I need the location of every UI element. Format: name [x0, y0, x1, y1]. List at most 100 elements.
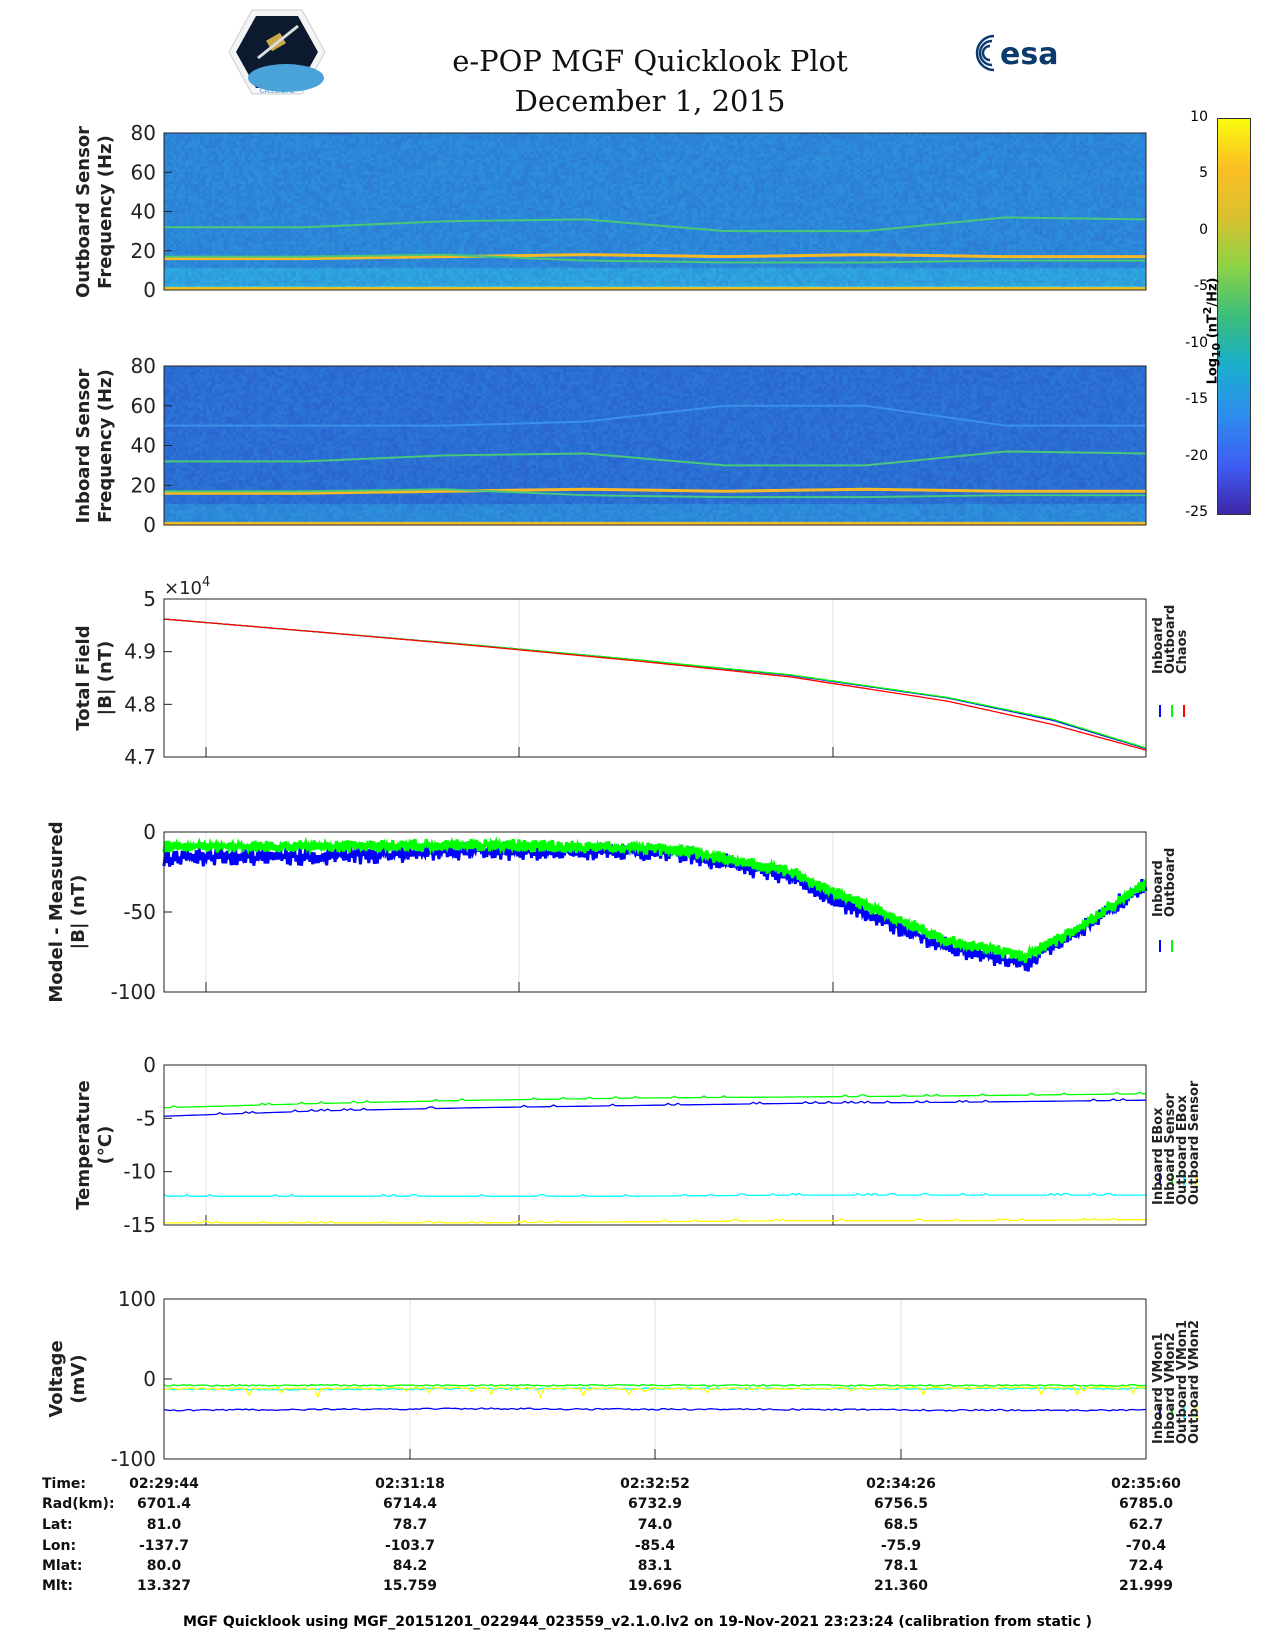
- esa-logo: esa: [975, 34, 1058, 72]
- plot-area: [164, 599, 1146, 757]
- series-outboard-ebox: [163, 1192, 1146, 1197]
- spectral-line-f1: [164, 253, 1146, 261]
- table-cell: 02:29:44: [129, 1476, 199, 1492]
- y-tick-label: 0: [143, 513, 156, 537]
- table-cell: 02:34:26: [866, 1476, 936, 1492]
- table-cell: 83.1: [637, 1558, 673, 1574]
- table-cell: 62.7: [1128, 1517, 1164, 1533]
- y-tick-label: 40: [131, 200, 156, 224]
- spectral-line-f1: [164, 487, 1146, 495]
- y-tick-label: 60: [131, 394, 156, 418]
- axes-box: [163, 1064, 1147, 1226]
- cassiope-logo: CASSIOPE: [228, 9, 326, 95]
- axes-box: [163, 598, 1147, 758]
- y-tick-label: -100: [111, 980, 156, 1004]
- colorbar-tick-label: -5: [1194, 278, 1208, 295]
- table-cell: -70.4: [1125, 1538, 1167, 1554]
- model-minus-measured-ylabel: Model - Measured |B| (nT): [46, 821, 89, 1003]
- y-tick-label: 4.8: [124, 692, 156, 716]
- model-minus-measured-chart: -100 -50 0: [111, 820, 1173, 1004]
- table-cell: 80.0: [146, 1558, 182, 1574]
- table-cell: 21.999: [1118, 1578, 1174, 1594]
- series-inboard-vmon1: [163, 1407, 1147, 1412]
- row-label: Rad(km):: [42, 1496, 115, 1512]
- legend-label-outboard-sensor: Outboard Sensor: [1187, 1080, 1202, 1205]
- table-cell: 6701.4: [136, 1496, 192, 1512]
- series-outboard: [162, 835, 1148, 964]
- y-tick-label: 80: [131, 121, 156, 145]
- y-tick-label: 4.7: [124, 745, 156, 769]
- table-cell: 74.0: [637, 1517, 673, 1533]
- y-tick-label: 0: [143, 820, 156, 844]
- series-inboard-vmon2: [163, 1383, 1147, 1387]
- outboard-spec-ylabel: Outboard Sensor Frequency (Hz): [73, 125, 116, 298]
- voltage-ylabel: Voltage (mV): [46, 1340, 89, 1418]
- series-outboard-vmon2: [163, 1385, 1147, 1400]
- outboard-spec-chart: 0 20 40 60 80: [131, 121, 1147, 302]
- footer-note: MGF Quicklook using MGF_20151201_022944_…: [182, 1614, 1093, 1630]
- table-cell: 68.5: [883, 1517, 919, 1533]
- colorbar: [1217, 118, 1251, 515]
- table-cell: 15.759: [382, 1578, 438, 1594]
- y-tick-label: 5: [143, 587, 156, 611]
- table-cell: 78.7: [392, 1517, 428, 1533]
- svg-text:esa: esa: [1000, 37, 1058, 72]
- table-cell: -137.7: [138, 1538, 190, 1554]
- row-label: Mlt:: [42, 1578, 74, 1594]
- svg-text:CASSIOPE: CASSIOPE: [260, 87, 295, 95]
- table-cell: 6732.9: [627, 1496, 683, 1512]
- series-chaos: [163, 618, 1147, 751]
- table-cell: -85.4: [634, 1538, 676, 1554]
- colorbar-tick-label: -20: [1185, 447, 1208, 464]
- y-tick-label: -10: [123, 1160, 156, 1184]
- table-cell: 13.327: [136, 1578, 192, 1594]
- spectral-line-f3: [164, 253, 1146, 264]
- legend-label-outboard-vmon2: Outboard VMon2: [1187, 1319, 1202, 1444]
- row-label: Lon:: [42, 1538, 77, 1554]
- row-label: Mlat:: [42, 1558, 83, 1574]
- table-cell: 72.4: [1128, 1558, 1164, 1574]
- plot-area: [164, 1065, 1146, 1225]
- y-tick-label: 0: [143, 1367, 156, 1391]
- colorbar-tick-label: -10: [1185, 334, 1208, 351]
- y-tick-label: 80: [131, 354, 156, 378]
- table-cell: 02:35:60: [1111, 1476, 1181, 1492]
- y-tick-label: -5: [136, 1106, 156, 1130]
- y-tick-label: -50: [123, 900, 156, 924]
- table-cell: 6756.5: [873, 1496, 929, 1512]
- axis-exponent: ×104: [164, 575, 210, 599]
- inboard-spec-spectrogram: [164, 366, 1146, 525]
- inboard-spec-chart: 0 20 40 60 80: [131, 354, 1147, 537]
- temperature-ylabel: Temperature (°C): [73, 1080, 116, 1210]
- table-cell: 21.360: [873, 1578, 929, 1594]
- total-field-ylabel: Total Field |B| (nT): [73, 625, 116, 731]
- plot-title: e-POP MGF Quicklook Plot: [452, 44, 848, 78]
- y-tick-label: 20: [131, 473, 156, 497]
- table-cell: -75.9: [880, 1538, 922, 1554]
- row-label: Time:: [42, 1476, 87, 1492]
- y-tick-label: 40: [131, 434, 156, 458]
- table-cell: 02:31:18: [375, 1476, 445, 1492]
- voltage-chart: -100 0 100: [111, 1287, 1197, 1471]
- spectral-line-f2: [164, 216, 1147, 233]
- table-cell: 19.696: [627, 1578, 683, 1594]
- y-tick-label: -100: [111, 1447, 156, 1471]
- colorbar-tick-label: 10: [1190, 109, 1208, 125]
- y-tick-label: 0: [143, 278, 156, 302]
- y-tick-label: 0: [143, 1053, 156, 1077]
- colorbar-tick-label: 0: [1199, 221, 1208, 238]
- plot-date: December 1, 2015: [514, 84, 786, 118]
- table-cell: 78.1: [883, 1558, 919, 1574]
- spectral-line-f3: [164, 488, 1146, 499]
- outboard-spec-spectrogram: [164, 133, 1146, 290]
- legend-label-outboard: Outboard: [1163, 847, 1178, 917]
- table-cell: 81.0: [146, 1517, 182, 1533]
- row-label: Lat:: [42, 1517, 73, 1533]
- table-cell: 84.2: [392, 1558, 428, 1574]
- colorbar-tick-label: -25: [1185, 504, 1208, 520]
- series-outboard-sensor: [164, 1217, 1146, 1224]
- y-tick-label: 20: [131, 239, 156, 263]
- table-cell: 02:32:52: [620, 1476, 690, 1492]
- series-inboard-sensor: [163, 1091, 1146, 1109]
